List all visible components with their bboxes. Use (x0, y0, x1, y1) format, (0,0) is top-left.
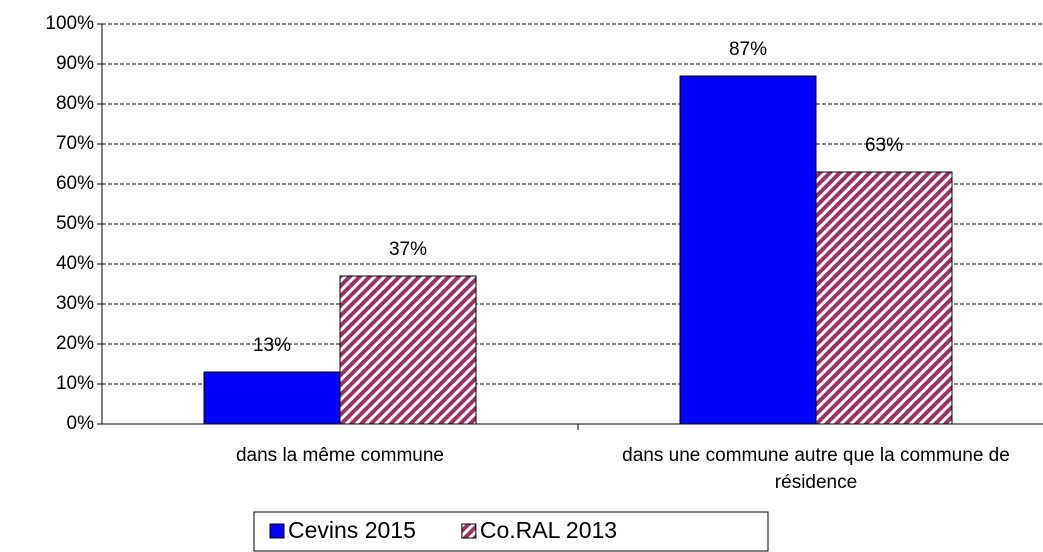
y-tick-label: 10% (56, 373, 94, 394)
legend-box (253, 511, 769, 552)
y-tick-label: 80% (56, 93, 94, 114)
x-tick-label: dans une commune autre que la commune de… (622, 445, 1010, 493)
legend-label: Co.RAL 2013 (480, 517, 617, 543)
y-tick-label: 40% (56, 253, 94, 274)
legend-swatch (269, 523, 285, 539)
y-tick-label: 50% (56, 213, 94, 234)
bar (339, 275, 477, 425)
x-tick-label: dans la même commune (235, 445, 445, 466)
y-tick-label: 60% (56, 173, 94, 194)
y-tick-label: 100% (45, 13, 94, 34)
bar (679, 75, 817, 425)
x-tick-label-box: dans la même commune (235, 445, 445, 466)
y-tick-label: 20% (56, 333, 94, 354)
bar (203, 371, 341, 425)
data-label: 13% (253, 335, 291, 356)
data-label: 63% (865, 135, 903, 156)
x-tick-label-box: dans une commune autre que la commune de… (622, 445, 1010, 493)
legend-swatch (461, 523, 477, 539)
bar (815, 171, 953, 425)
legend: Cevins 2015 Co.RAL 2013 (253, 511, 769, 552)
y-tick-label: 30% (56, 293, 94, 314)
data-label: 37% (389, 239, 427, 260)
y-tick-label: 70% (56, 133, 94, 154)
y-tick-label: 0% (67, 413, 95, 434)
data-label: 87% (729, 39, 767, 60)
legend-label: Cevins 2015 (288, 517, 416, 543)
y-tick-label: 90% (56, 53, 94, 74)
